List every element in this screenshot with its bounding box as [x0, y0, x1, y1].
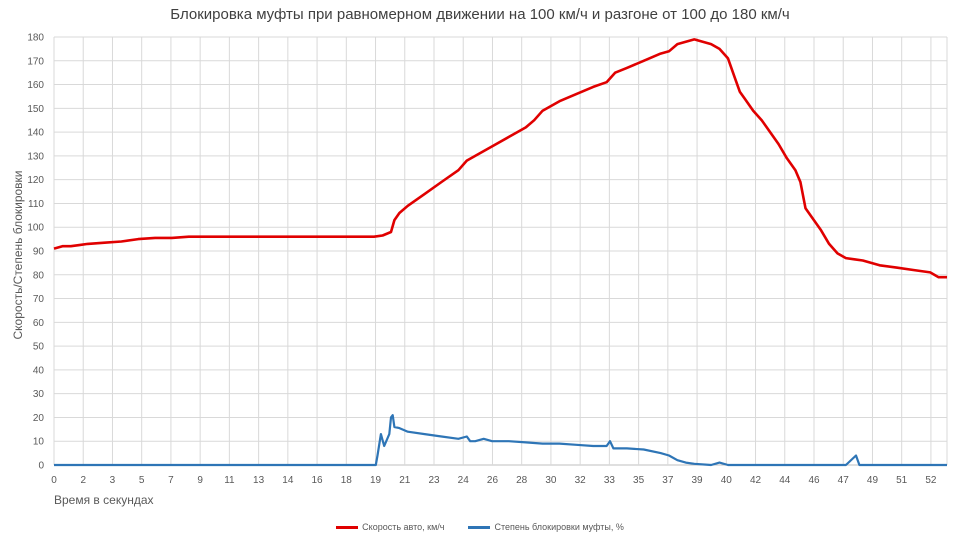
x-tick-label: 47 — [838, 475, 850, 486]
x-tick-label: 16 — [312, 475, 324, 486]
y-tick-label: 170 — [27, 56, 44, 67]
x-tick-label: 11 — [224, 475, 235, 486]
y-tick-label: 30 — [33, 389, 45, 400]
y-tick-label: 180 — [27, 33, 44, 44]
y-tick-label: 60 — [33, 318, 45, 329]
x-tick-label: 5 — [139, 475, 145, 486]
legend-item-lock: Степень блокировки муфты, % — [468, 522, 624, 532]
y-tick-label: 140 — [27, 128, 44, 139]
y-tick-label: 160 — [27, 80, 44, 91]
x-tick-label: 40 — [721, 475, 733, 486]
legend-item-speed: Скорость авто, км/ч — [336, 522, 444, 532]
x-tick-label: 52 — [925, 475, 937, 486]
x-tick-label: 39 — [692, 475, 704, 486]
x-tick-label: 2 — [80, 475, 86, 486]
x-tick-label: 44 — [779, 475, 791, 486]
x-tick-label: 3 — [110, 475, 116, 486]
x-tick-label: 7 — [168, 475, 174, 486]
x-tick-label: 30 — [545, 475, 557, 486]
x-tick-label: 37 — [662, 475, 674, 486]
x-tick-label: 19 — [370, 475, 382, 486]
y-axis-label: Скорость/Степень блокировки — [11, 170, 25, 339]
x-tick-label: 42 — [750, 475, 762, 486]
x-tick-label: 28 — [516, 475, 528, 486]
y-tick-label: 20 — [33, 413, 45, 424]
y-tick-label: 120 — [27, 175, 44, 186]
y-tick-label: 0 — [38, 461, 44, 472]
x-tick-label: 49 — [867, 475, 879, 486]
y-tick-label: 100 — [27, 223, 44, 234]
x-tick-label: 0 — [51, 475, 57, 486]
x-tick-label: 33 — [604, 475, 616, 486]
y-tick-label: 40 — [33, 365, 45, 376]
x-tick-label: 46 — [808, 475, 820, 486]
y-tick-label: 130 — [27, 151, 44, 162]
y-tick-label: 90 — [33, 247, 45, 258]
gridlines — [53, 36, 948, 466]
x-tick-label: 9 — [197, 475, 203, 486]
x-axis-ticks: 0 2 3 5 7 9 11 13 14 16 18 19 21 23 24 26 28 30 32 33 35 37 39… — [51, 475, 937, 486]
x-tick-label: 51 — [896, 475, 908, 486]
x-tick-label: 13 — [253, 475, 265, 486]
y-tick-label: 50 — [33, 342, 45, 353]
legend: Скорость авто, км/ч Степень блокировки м… — [0, 522, 960, 532]
legend-swatch-speed — [336, 525, 359, 529]
x-tick-label: 14 — [282, 475, 294, 486]
y-tick-label: 10 — [33, 437, 45, 448]
y-tick-label: 150 — [27, 104, 44, 115]
series-line-0 — [53, 38, 947, 279]
x-axis-label: Время в секундах — [54, 493, 154, 507]
x-tick-label: 35 — [633, 475, 645, 486]
y-axis-ticks: 0 10 20 30 40 50 60 70 80 90 100 110 120 130 140 150 160… — [27, 33, 44, 472]
legend-label-lock: Степень блокировки муфты, % — [494, 522, 624, 532]
y-tick-label: 80 — [33, 270, 45, 281]
legend-label-speed: Скорость авто, км/ч — [362, 522, 445, 532]
x-tick-label: 21 — [399, 475, 411, 486]
x-tick-label: 24 — [458, 475, 470, 486]
legend-swatch-lock — [468, 525, 491, 529]
series-lines — [53, 38, 947, 467]
line-chart: 0102030405060708090100110120130140150160… — [11, 33, 948, 507]
chart-title: Блокировка муфты при равномерном движени… — [170, 6, 790, 23]
x-tick-label: 18 — [341, 475, 353, 486]
x-tick-label: 23 — [428, 475, 440, 486]
x-tick-label: 32 — [575, 475, 587, 486]
y-tick-label: 70 — [33, 294, 45, 305]
series-line-1 — [54, 414, 947, 467]
y-tick-label: 110 — [28, 199, 44, 210]
x-tick-label: 26 — [487, 475, 499, 486]
